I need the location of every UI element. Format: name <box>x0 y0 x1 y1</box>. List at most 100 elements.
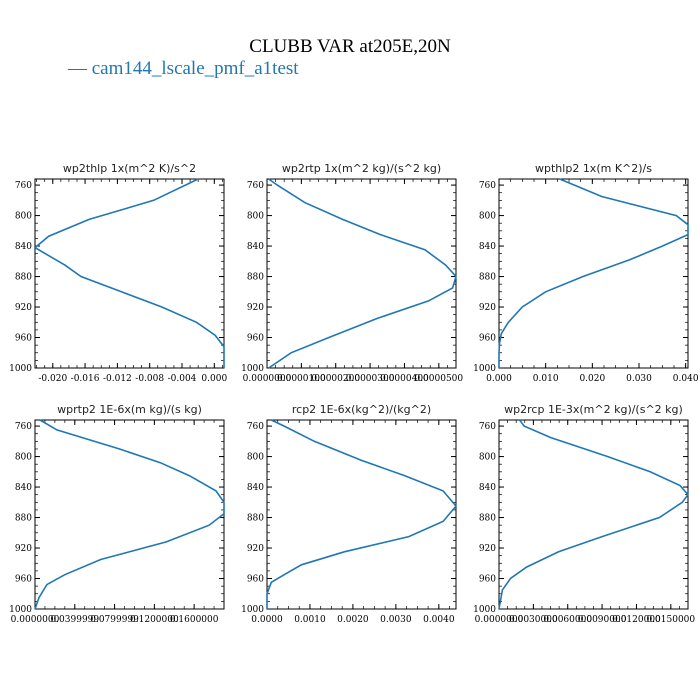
series-line <box>34 419 225 610</box>
y-tick-label: 760 <box>15 181 32 191</box>
y-tick-label: 800 <box>15 453 32 463</box>
y-tick-label: 960 <box>15 575 32 585</box>
x-tick-label: -0.008 <box>135 374 164 384</box>
series-line <box>268 178 457 369</box>
y-tick-label: 920 <box>15 544 32 554</box>
plot-frame <box>266 178 457 369</box>
y-tick-label: 960 <box>15 334 32 344</box>
plot-frame <box>266 419 457 610</box>
y-tick-label: 760 <box>479 181 496 191</box>
x-tick-label: 0.010 <box>533 374 559 384</box>
series-line <box>498 419 690 610</box>
y-tick-label: 1000 <box>473 605 496 615</box>
y-tick-label: 840 <box>247 483 264 493</box>
panel-5: rcp2 1E-6x(kg^2)/(kg^2) 760 800 840 880 920 96… <box>241 403 458 625</box>
x-tick-label: 0.0000 <box>251 615 283 625</box>
x-tick-label: 0.000 <box>486 374 512 384</box>
panel-4: wprtp2 1E-6x(m kg)/(s kg) 760 800 840 880 920… <box>9 403 225 625</box>
x-tick-label: 0.0000300 <box>346 374 395 384</box>
x-tick-label: 0.0090000 <box>578 615 627 625</box>
y-tick-label: 840 <box>479 483 496 493</box>
y-tick-label: 920 <box>479 303 496 313</box>
panel-title: wprtp2 1E-6x(m kg)/(s kg) <box>57 403 202 416</box>
x-tick-label: -0.020 <box>38 374 67 384</box>
x-tick-label: 0.0060000 <box>543 615 592 625</box>
panel-6: wp2rcp 1E-3x(m^2 kg)/(s^2 kg) 760 800 840 88… <box>473 403 695 625</box>
x-tick-label: 0.040 <box>673 374 699 384</box>
y-tick-label: 800 <box>15 212 32 222</box>
y-tick-label: 960 <box>247 334 264 344</box>
series-line <box>33 178 225 368</box>
x-tick-label: 0.0120000 <box>612 615 661 625</box>
legend-line-marker: — <box>68 58 87 79</box>
x-tick-label: 0.0150000 <box>646 615 695 625</box>
x-tick-label: 0.0000400 <box>380 374 429 384</box>
x-tick-label: 0.0799999 <box>90 615 139 625</box>
panel-title: wp2rcp 1E-3x(m^2 kg)/(s^2 kg) <box>504 403 683 416</box>
y-tick-label: 960 <box>479 334 496 344</box>
x-tick-label: 0.0399999 <box>50 615 99 625</box>
x-tick-label: 0.1600000 <box>170 615 219 625</box>
series-line <box>266 419 458 609</box>
x-tick-label: 0.030 <box>626 374 652 384</box>
y-tick-label: 1000 <box>241 364 264 374</box>
x-tick-label: 0.0020 <box>337 615 369 625</box>
x-tick-label: 0.020 <box>579 374 605 384</box>
x-tick-label: 0.0000200 <box>311 374 360 384</box>
plot-frame <box>498 419 689 610</box>
y-tick-label: 920 <box>247 544 264 554</box>
legend: — cam144_lscale_pmf_a1test <box>68 58 299 80</box>
panel-title: wpthlp2 1x(m K^2)/s <box>535 162 652 175</box>
y-tick-label: 760 <box>479 422 496 432</box>
y-tick-label: 800 <box>247 453 264 463</box>
y-tick-label: 1000 <box>9 364 32 374</box>
y-tick-label: 880 <box>247 514 264 524</box>
y-tick-label: 1000 <box>241 605 264 615</box>
y-tick-label: 920 <box>247 303 264 313</box>
y-tick-label: 840 <box>247 242 264 252</box>
x-tick-label: 0.0040 <box>423 615 455 625</box>
y-tick-label: 840 <box>15 483 32 493</box>
panel-title: wp2rtp 1x(m^2 kg)/(s^2 kg) <box>282 162 441 175</box>
y-tick-label: 760 <box>247 181 264 191</box>
x-tick-label: 0.0000000 <box>11 615 60 625</box>
plot-frame <box>498 178 689 369</box>
x-tick-label: 0.0000000 <box>243 374 292 384</box>
x-tick-label: -0.004 <box>168 374 197 384</box>
panel-title: rcp2 1E-6x(kg^2)/(kg^2) <box>292 403 431 416</box>
y-tick-label: 800 <box>247 212 264 222</box>
x-tick-label: -0.016 <box>71 374 100 384</box>
plot-frame <box>34 419 225 610</box>
y-tick-label: 800 <box>479 212 496 222</box>
y-tick-label: 880 <box>479 514 496 524</box>
x-tick-label: 0.1200000 <box>130 615 179 625</box>
y-tick-label: 840 <box>15 242 32 252</box>
x-tick-label: 0.0000100 <box>277 374 326 384</box>
x-tick-label: 0.0000500 <box>414 374 463 384</box>
x-tick-label: 0.0030000 <box>509 615 558 625</box>
x-tick-label: -0.012 <box>103 374 132 384</box>
y-tick-label: 920 <box>15 303 32 313</box>
y-tick-label: 840 <box>479 242 496 252</box>
series-line <box>498 178 689 368</box>
figure-title: CLUBB VAR at205E,20N <box>249 36 451 57</box>
y-tick-label: 880 <box>479 273 496 283</box>
x-tick-label: 0.0010 <box>294 615 326 625</box>
legend-series-label: cam144_lscale_pmf_a1test <box>91 58 299 79</box>
y-tick-label: 800 <box>479 453 496 463</box>
y-tick-label: 920 <box>479 544 496 554</box>
x-tick-label: 0.0000000 <box>475 615 524 625</box>
y-tick-label: 1000 <box>9 605 32 615</box>
panel-1: wp2thlp 1x(m^2 K)/s^2 760 800 840 880 920 960 1… <box>9 162 227 384</box>
plot-frame <box>34 178 225 369</box>
x-tick-label: 0.0030 <box>380 615 412 625</box>
y-tick-label: 880 <box>247 273 264 283</box>
y-tick-label: 960 <box>479 575 496 585</box>
panel-2: wp2rtp 1x(m^2 kg)/(s^2 kg) 760 800 840 880 92… <box>241 162 463 384</box>
panel-title: wp2thlp 1x(m^2 K)/s^2 <box>63 162 196 175</box>
x-tick-label: 0.000 <box>201 374 227 384</box>
y-tick-label: 760 <box>15 422 32 432</box>
y-tick-label: 880 <box>15 514 32 524</box>
y-tick-label: 1000 <box>473 364 496 374</box>
